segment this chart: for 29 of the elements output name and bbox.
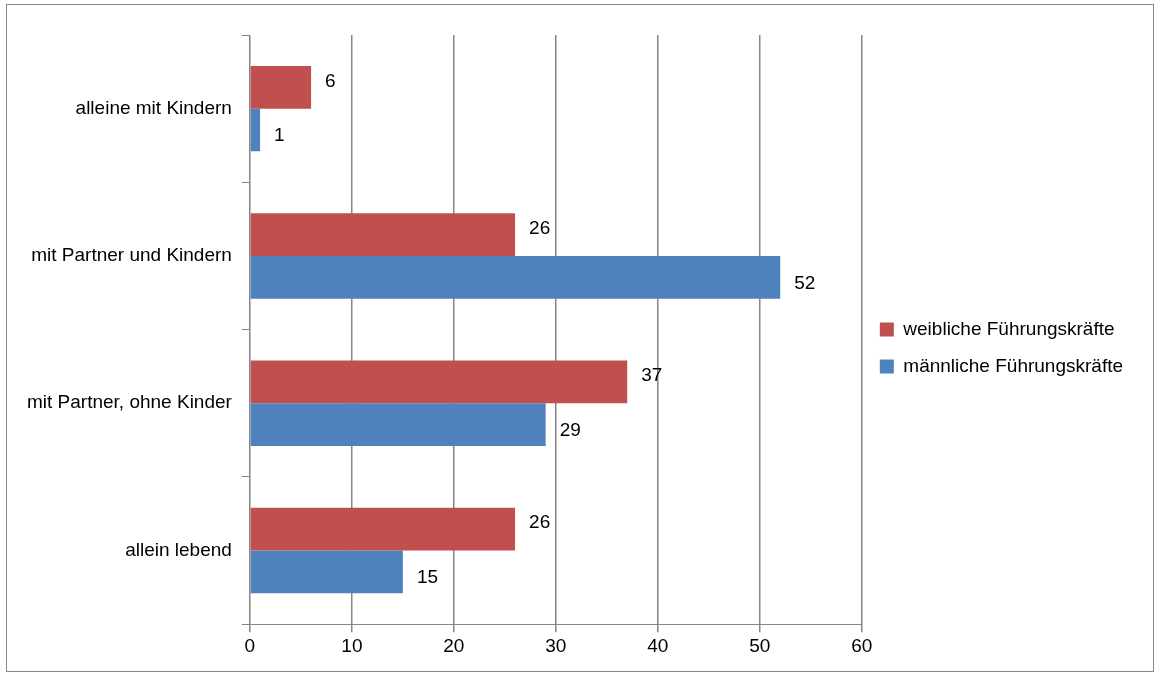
bar: [250, 108, 261, 152]
x-tick-label: 10: [341, 634, 363, 656]
x-tick-label: 0: [244, 634, 256, 656]
data-label: 15: [416, 566, 439, 588]
legend-label: männliche Führungskräfte: [903, 354, 1123, 376]
data-label: 52: [794, 271, 816, 293]
y-tick-label: mit Partner, ohne Kinder: [27, 391, 233, 413]
bar: [250, 550, 403, 594]
x-tick-label: 40: [647, 634, 669, 656]
y-tick-label: allein lebend: [125, 538, 232, 560]
x-tick-label: 30: [545, 634, 567, 656]
bar: [250, 360, 628, 404]
legend-label: weibliche Führungskräfte: [902, 317, 1115, 339]
data-label: 6: [325, 69, 336, 91]
data-label: 37: [641, 364, 663, 386]
x-tick-label: 20: [443, 634, 465, 656]
bar: [250, 255, 781, 299]
data-label: 26: [529, 216, 551, 238]
y-tick-label: alleine mit Kindern: [75, 96, 232, 118]
data-label: 26: [529, 511, 551, 533]
data-label: 1: [274, 124, 285, 146]
x-tick-label: 50: [749, 634, 771, 656]
bar: [250, 507, 516, 551]
y-tick-label: mit Partner und Kindern: [31, 244, 232, 266]
bar: [250, 65, 312, 109]
bar: [250, 213, 516, 256]
bar: [250, 403, 546, 446]
x-tick-label: 60: [851, 634, 873, 656]
data-label: 29: [559, 418, 581, 440]
